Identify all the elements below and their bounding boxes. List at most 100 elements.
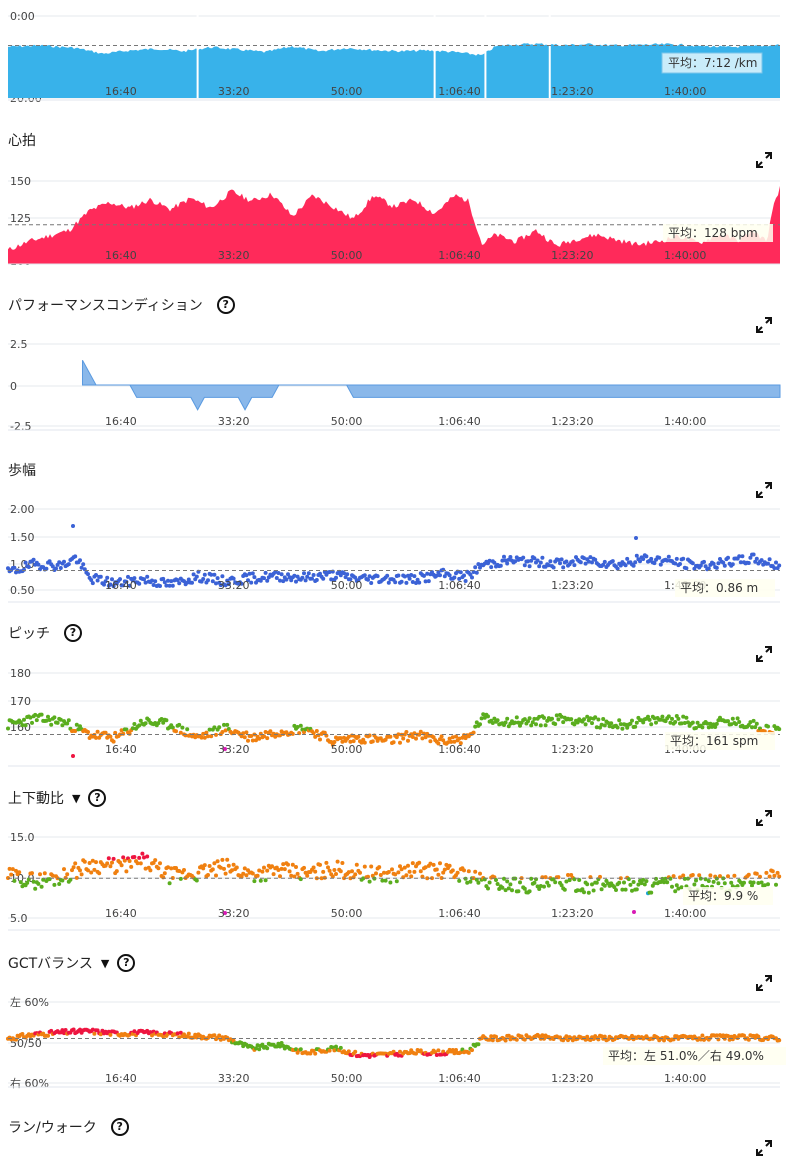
- data-point: [534, 722, 538, 727]
- data-point: [180, 725, 185, 730]
- data-point: [527, 716, 532, 721]
- data-point: [673, 561, 678, 566]
- expand-icon[interactable]: [756, 317, 772, 333]
- data-point: [249, 734, 254, 738]
- data-point: [596, 717, 601, 722]
- data-point: [150, 578, 154, 583]
- data-point: [162, 871, 167, 876]
- data-point: [257, 736, 262, 741]
- help-circle-icon[interactable]: ?: [110, 1118, 129, 1136]
- data-point: [234, 865, 239, 870]
- section-title: 上下動比 ▼ ?: [8, 788, 107, 808]
- data-point: [31, 557, 36, 562]
- data-point: [102, 582, 106, 587]
- help-circle-icon[interactable]: ?: [216, 296, 235, 314]
- expand-icon[interactable]: [756, 1140, 772, 1156]
- data-point: [260, 1042, 265, 1047]
- data-point: [17, 870, 22, 875]
- data-point: [223, 871, 228, 876]
- data-point: [777, 727, 782, 732]
- data-point: [631, 563, 636, 568]
- data-point: [209, 734, 214, 739]
- data-point: [751, 718, 756, 723]
- data-point: [258, 731, 263, 736]
- data-point: [617, 880, 622, 885]
- expand-icon[interactable]: [756, 646, 772, 662]
- data-point: [388, 734, 393, 739]
- y-tick-label: 15.0: [10, 831, 35, 844]
- data-point: [353, 1049, 358, 1054]
- section-title: GCTバランス ▼ ?: [8, 953, 136, 973]
- data-point: [639, 881, 644, 886]
- data-point: [526, 719, 530, 724]
- data-point: [292, 874, 297, 879]
- data-point: [38, 872, 42, 877]
- data-point: [558, 561, 562, 566]
- data-point: [153, 858, 158, 863]
- data-point: [378, 873, 383, 877]
- data-point: [148, 1030, 153, 1035]
- data-point: [487, 558, 492, 563]
- data-point: [450, 868, 455, 873]
- x-tick-label: 1:06:40: [438, 743, 480, 756]
- data-point: [658, 880, 663, 884]
- data-point: [182, 868, 186, 872]
- hr-chart: 15012510016:4033:2050:001:06:401:23:201:…: [8, 175, 780, 266]
- data-point: [332, 1048, 337, 1053]
- data-point: [522, 886, 527, 891]
- dropdown-arrow-icon[interactable]: ▼: [72, 791, 81, 805]
- data-point: [242, 866, 247, 871]
- data-point: [500, 885, 505, 890]
- data-point: [292, 573, 297, 578]
- data-point: [630, 888, 634, 893]
- data-point: [532, 556, 537, 561]
- data-point: [735, 716, 740, 721]
- data-point: [766, 561, 770, 566]
- expand-icon[interactable]: [756, 152, 772, 168]
- data-point: [143, 721, 148, 726]
- data-point: [281, 579, 286, 584]
- data-point: [239, 874, 244, 879]
- data-point: [714, 721, 719, 726]
- expand-icon[interactable]: [756, 975, 772, 991]
- data-point: [353, 872, 358, 877]
- data-point: [222, 722, 226, 727]
- help-circle-icon[interactable]: ?: [64, 624, 82, 642]
- x-tick-label: 16:40: [105, 1072, 137, 1085]
- data-point: [103, 579, 108, 584]
- data-point: [513, 720, 518, 725]
- section-title: 心拍: [8, 130, 36, 150]
- help-circle-icon[interactable]: ?: [88, 789, 107, 807]
- data-point: [98, 574, 103, 579]
- data-point: [406, 738, 410, 743]
- data-point: [119, 728, 124, 733]
- data-point: [505, 561, 510, 566]
- data-point: [156, 866, 161, 871]
- data-point: [601, 717, 606, 721]
- data-point: [508, 555, 513, 559]
- data-point: [166, 865, 170, 870]
- data-point: [527, 889, 532, 894]
- data-point: [167, 583, 172, 588]
- data-point: [138, 861, 143, 866]
- data-point: [246, 578, 250, 583]
- data-point: [94, 860, 98, 865]
- data-point: [670, 884, 674, 889]
- data-point: [729, 722, 734, 727]
- dropdown-arrow-icon[interactable]: ▼: [100, 956, 110, 970]
- data-point: [276, 868, 281, 872]
- data-point: [575, 720, 580, 725]
- expand-icon[interactable]: [756, 482, 772, 498]
- data-point: [666, 554, 671, 559]
- data-point: [164, 718, 169, 723]
- expand-icon[interactable]: [756, 810, 772, 826]
- help-circle-icon[interactable]: ?: [117, 954, 136, 972]
- data-point: [276, 571, 281, 575]
- section-title: 歩幅: [8, 460, 36, 480]
- data-point: [108, 582, 113, 587]
- data-point: [106, 1029, 111, 1034]
- data-point: [690, 720, 695, 725]
- data-point: [625, 556, 630, 561]
- data-point: [220, 574, 225, 579]
- data-point: [377, 865, 382, 870]
